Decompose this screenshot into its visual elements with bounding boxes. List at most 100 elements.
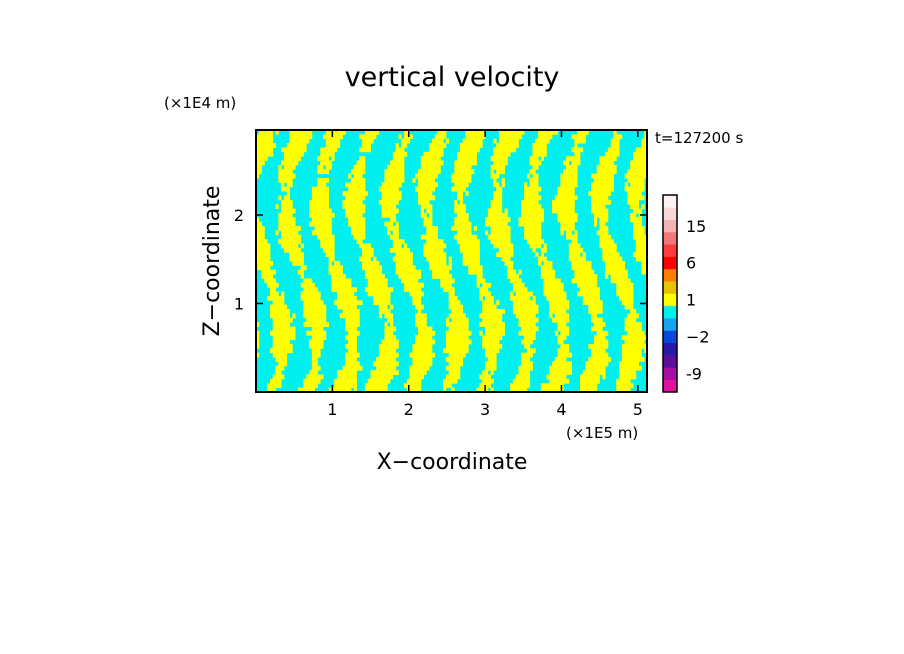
field-cell	[297, 156, 302, 161]
field-cell	[392, 247, 397, 253]
field-cell	[591, 383, 595, 389]
field-cell	[468, 265, 472, 271]
field-cell	[440, 261, 444, 266]
field-cell	[602, 204, 606, 209]
field-cell	[459, 217, 464, 223]
field-cell	[387, 365, 391, 371]
field-cell	[448, 361, 452, 367]
field-cell	[381, 387, 385, 393]
field-cell	[582, 134, 586, 140]
field-cell	[392, 230, 397, 236]
field-cell	[633, 182, 637, 188]
field-cell	[292, 261, 296, 266]
field-cell	[281, 339, 285, 345]
field-cell	[339, 291, 343, 297]
field-cell	[518, 370, 522, 375]
field-cell	[459, 156, 464, 161]
field-cell	[529, 226, 533, 231]
field-cell	[621, 378, 626, 384]
field-cell	[619, 365, 623, 371]
field-cell	[381, 339, 385, 345]
field-cell	[462, 256, 466, 262]
field-cell	[538, 138, 542, 144]
field-cell	[605, 208, 609, 214]
field-cell	[317, 343, 321, 349]
field-cell	[521, 130, 525, 135]
field-cell	[350, 169, 355, 175]
field-cell	[490, 226, 494, 231]
field-cell	[420, 365, 424, 371]
field-cell	[498, 234, 503, 240]
field-cell	[350, 339, 355, 345]
field-cell	[367, 383, 371, 389]
field-cell	[496, 191, 500, 196]
field-cell	[356, 234, 360, 240]
field-cell	[378, 291, 383, 297]
field-cell	[429, 243, 433, 249]
field-cell	[635, 151, 640, 157]
field-cell	[286, 147, 290, 153]
field-cell	[348, 343, 352, 349]
field-cell	[281, 204, 285, 209]
field-cell	[325, 217, 330, 223]
field-cell	[496, 234, 500, 240]
field-cell	[593, 387, 598, 393]
field-cell	[359, 217, 363, 223]
field-cell	[309, 343, 313, 349]
field-cell	[334, 300, 338, 306]
field-cell	[459, 212, 464, 218]
field-cell	[267, 143, 271, 148]
y-tick-label: 1	[234, 294, 244, 313]
field-cell	[311, 191, 316, 196]
field-cell	[437, 143, 441, 148]
field-cell	[423, 199, 427, 205]
field-cell	[437, 130, 441, 135]
field-cell	[283, 160, 288, 166]
field-cell	[532, 186, 536, 192]
field-cell	[350, 326, 355, 332]
field-cell	[292, 221, 296, 227]
field-cell	[596, 343, 600, 349]
field-cell	[619, 295, 623, 301]
field-cell	[348, 313, 352, 319]
field-cell	[641, 186, 645, 192]
field-cell	[568, 217, 572, 223]
field-cell	[289, 156, 293, 161]
field-cell	[323, 243, 327, 249]
field-cell	[320, 326, 324, 332]
y-axis-label: Z−coordinate	[200, 186, 225, 337]
field-cell	[283, 221, 288, 227]
field-cell	[540, 134, 545, 140]
field-cell	[457, 212, 461, 218]
field-cell	[256, 230, 260, 236]
field-cell	[345, 322, 349, 327]
field-cell	[440, 247, 444, 253]
field-cell	[311, 330, 316, 336]
field-cell	[585, 130, 589, 135]
field-cell	[272, 374, 276, 380]
field-cell	[387, 195, 391, 201]
field-cell	[387, 164, 391, 170]
field-cell	[420, 160, 424, 166]
field-cell	[529, 317, 533, 323]
field-cell	[638, 330, 642, 336]
field-cell	[532, 199, 536, 205]
field-cell	[286, 178, 290, 183]
field-cell	[563, 173, 567, 179]
field-cell	[311, 282, 316, 288]
field-cell	[348, 304, 352, 310]
field-cell	[571, 256, 575, 262]
field-cell	[342, 365, 346, 371]
field-cell	[356, 226, 360, 231]
field-cell	[593, 291, 598, 297]
field-cell	[630, 309, 634, 314]
field-cell	[431, 173, 436, 179]
field-cell	[429, 261, 433, 266]
field-cell	[487, 313, 491, 319]
field-cell	[370, 374, 374, 380]
field-cell	[610, 156, 614, 161]
field-cell	[554, 204, 559, 209]
field-cell	[479, 134, 483, 140]
field-cell	[278, 374, 282, 380]
field-cell	[515, 130, 519, 135]
